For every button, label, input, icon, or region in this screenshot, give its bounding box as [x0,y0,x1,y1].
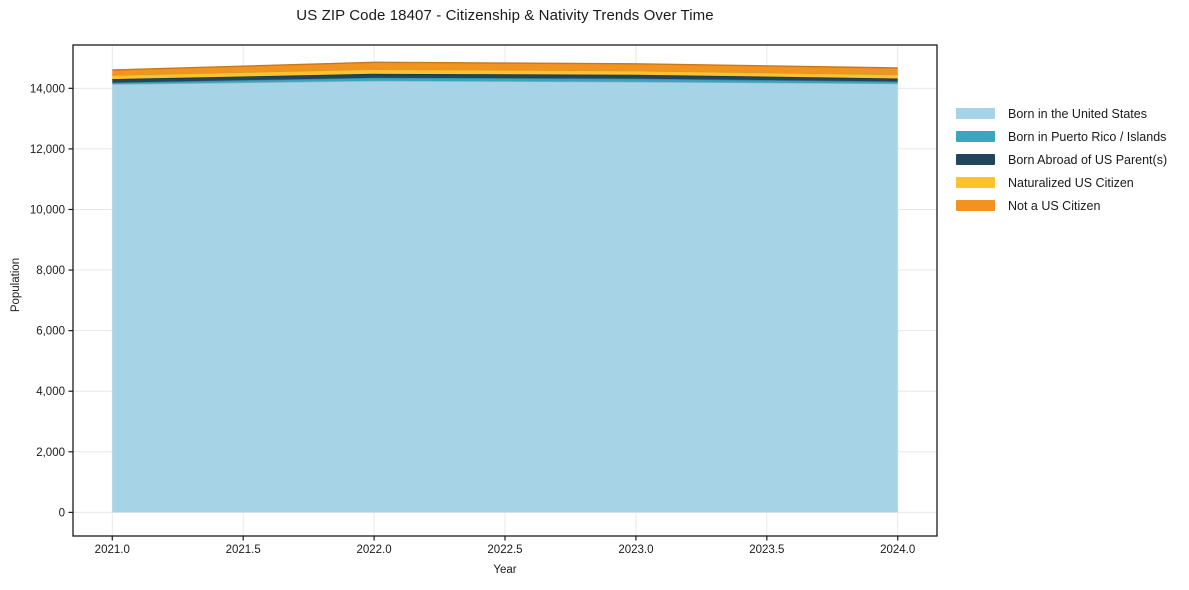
x-tick-label: 2022.0 [356,544,391,556]
y-axis-label: Population [10,257,22,313]
area-born-in-the-united-states [112,80,898,513]
legend-item: Born in Puerto Rico / Islands [956,125,1167,148]
legend-swatch-icon [956,154,995,165]
x-tick-label: 2023.0 [618,544,653,556]
y-tick-label: 14,000 [30,83,65,95]
chart-title: US ZIP Code 18407 - Citizenship & Nativi… [296,7,714,24]
x-tick-label: 2021.0 [95,544,130,556]
legend-swatch-icon [956,108,995,119]
x-tick-label: 2022.5 [487,544,522,556]
legend-item: Born Abroad of US Parent(s) [956,148,1167,171]
legend-swatch-icon [956,200,995,211]
legend: Born in the United States Born in Puerto … [956,102,1167,217]
legend-swatch-icon [956,131,995,142]
y-tick-label: 10,000 [30,204,65,216]
legend-label: Naturalized US Citizen [1008,175,1134,190]
x-tick-label: 2024.0 [880,544,915,556]
y-tick-label: 12,000 [30,144,65,156]
legend-label: Born in Puerto Rico / Islands [1008,129,1167,144]
legend-item: Not a US Citizen [956,194,1167,217]
legend-swatch-icon [956,177,995,188]
y-tick-label: 4,000 [36,386,65,398]
legend-item: Born in the United States [956,102,1167,125]
legend-label: Born Abroad of US Parent(s) [1008,152,1168,167]
legend-label: Born in the United States [1008,106,1147,121]
x-tick-label: 2023.5 [749,544,784,556]
area-edge-not-a-us-citizen [112,61,898,71]
x-axis-label: Year [493,564,517,576]
legend-label: Not a US Citizen [1008,198,1101,213]
y-tick-label: 6,000 [36,326,65,338]
y-tick-label: 0 [59,507,65,519]
x-tick-label: 2021.5 [226,544,261,556]
y-tick-label: 2,000 [36,447,65,459]
legend-item: Naturalized US Citizen [956,171,1167,194]
y-tick-label: 8,000 [36,265,65,277]
